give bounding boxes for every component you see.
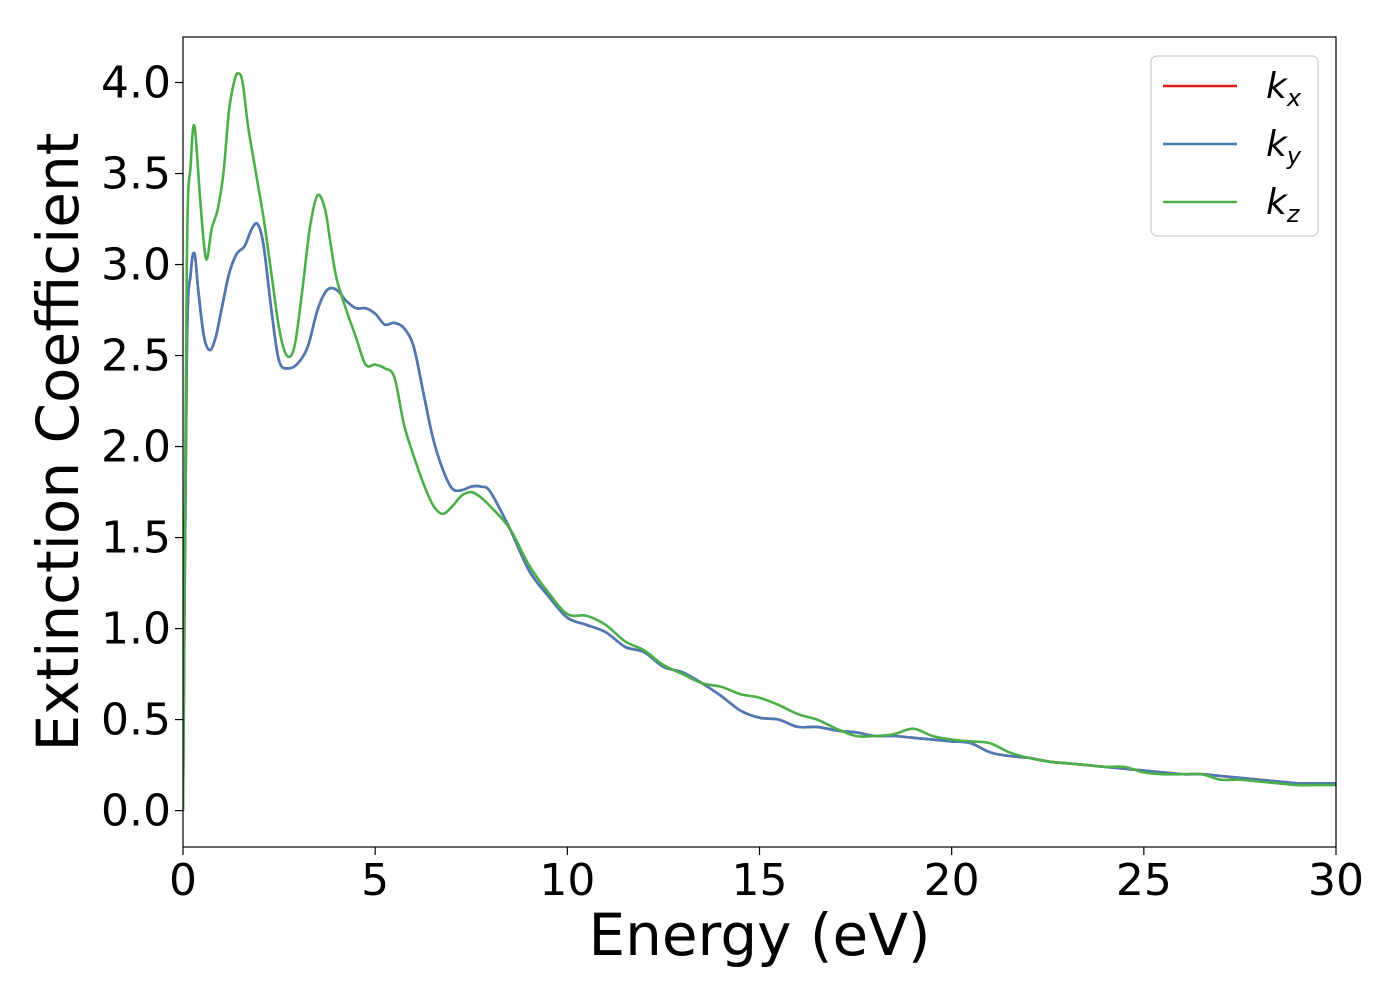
- y-tick-label: 4.0: [101, 58, 171, 109]
- y-tick-label: 2.5: [101, 331, 171, 382]
- series-line-y: [183, 221, 1336, 811]
- y-axis-label: Extinction Coefficient: [24, 133, 92, 752]
- legend-label-z: kz: [1266, 182, 1301, 228]
- x-tick-label: 20: [924, 855, 980, 906]
- x-tick-label: 30: [1308, 855, 1364, 906]
- x-axis-label: Energy (eV): [588, 901, 930, 969]
- y-tick-label: 1.5: [101, 513, 171, 564]
- series-line-z: [183, 71, 1336, 811]
- series-layer: [183, 71, 1336, 811]
- y-axis-ticks: 0.0 0.5 1.0 1.5 2.0 2.5 3.0 3.5 4.0: [101, 58, 183, 837]
- x-tick-label: 25: [1116, 855, 1172, 906]
- legend: kx ky kz: [1150, 55, 1319, 237]
- series-line-x: [183, 221, 1336, 811]
- y-tick-label: 1.0: [101, 604, 171, 655]
- x-axis-ticks: 0 5 10 15 20 25 30: [169, 847, 1364, 906]
- y-tick-label: 3.0: [101, 240, 171, 291]
- x-tick-label: 15: [732, 855, 788, 906]
- x-tick-label: 10: [539, 855, 595, 906]
- x-tick-label: 5: [361, 855, 389, 906]
- legend-label-y: ky: [1266, 124, 1302, 170]
- y-tick-label: 2.0: [101, 422, 171, 473]
- y-tick-label: 0.5: [101, 695, 171, 746]
- y-tick-label: 3.5: [101, 149, 171, 200]
- legend-box: [1150, 55, 1319, 237]
- x-tick-label: 0: [169, 855, 197, 906]
- y-tick-label: 0.0: [101, 786, 171, 837]
- legend-label-x: kx: [1266, 66, 1302, 112]
